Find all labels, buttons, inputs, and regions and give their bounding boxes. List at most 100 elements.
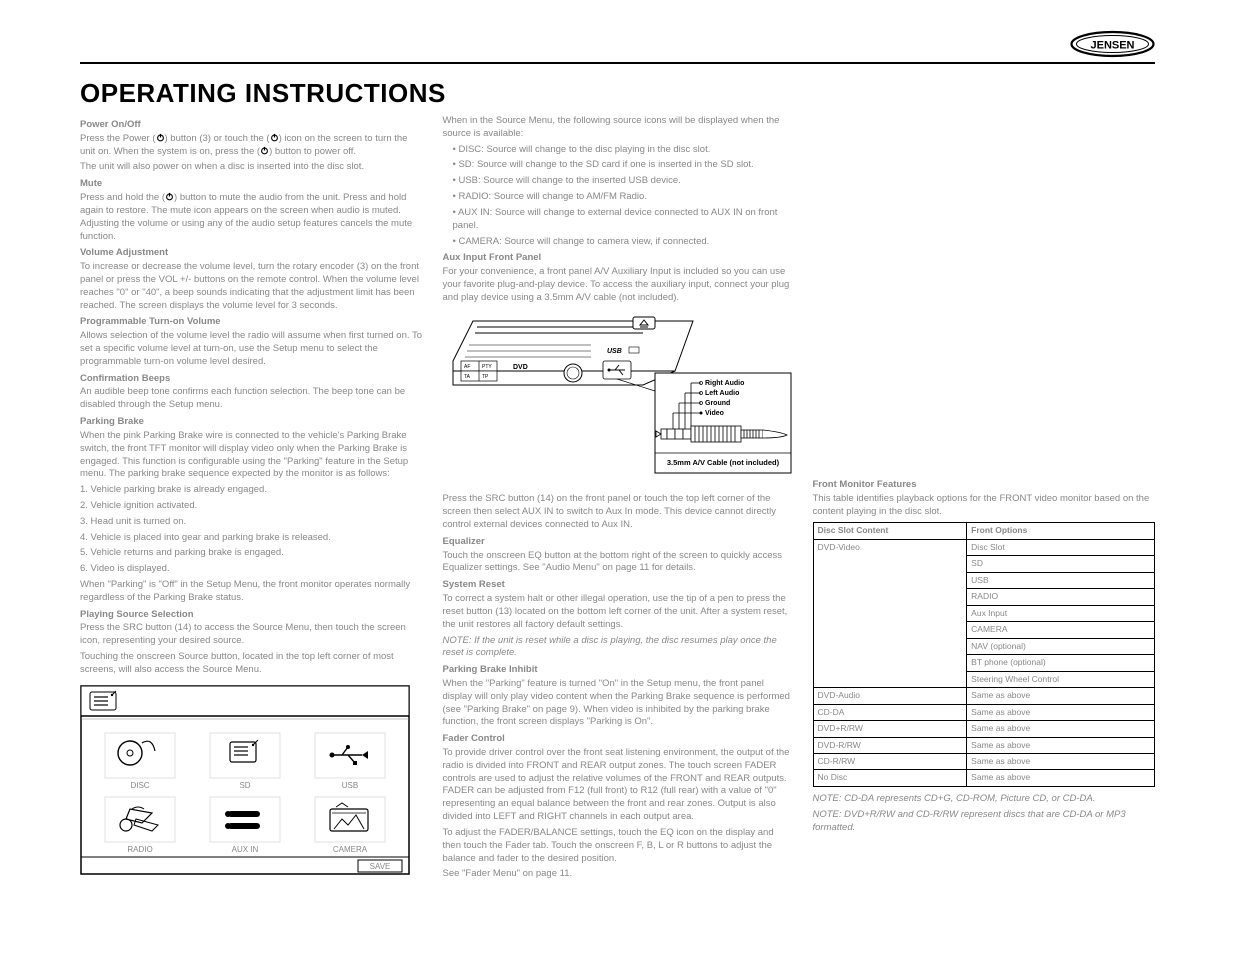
svg-text:CAMERA: CAMERA bbox=[333, 845, 368, 854]
text-front-monitor: This table identifies playback options f… bbox=[813, 493, 1156, 519]
power-icon bbox=[270, 133, 279, 142]
svg-text:Left Audio: Left Audio bbox=[705, 390, 739, 397]
text-parking-brake-2: When "Parking" is "Off" in the Setup Men… bbox=[80, 579, 423, 605]
cell: DVD-R/RW bbox=[813, 737, 967, 753]
cell: DVD-Audio bbox=[813, 688, 967, 704]
note-dvdrw: NOTE: DVD+R/RW and CD-R/RW represent dis… bbox=[813, 809, 1156, 835]
power-icon bbox=[260, 146, 269, 155]
svg-text:AF: AF bbox=[464, 364, 470, 370]
power-icon bbox=[156, 133, 165, 142]
pb-step-5: 5. Vehicle returns and parking brake is … bbox=[80, 547, 423, 560]
src-item-usb: • USB: Source will change to the inserte… bbox=[443, 175, 793, 188]
pb-step-6: 6. Video is displayed. bbox=[80, 563, 423, 576]
table-row: DVD-VideoDisc Slot bbox=[813, 539, 1155, 555]
src-item-disc: • DISC: Source will change to the disc p… bbox=[443, 144, 793, 157]
text-confirm-beeps: An audible beep tone confirms each funct… bbox=[80, 386, 423, 412]
svg-text:TP: TP bbox=[482, 374, 489, 380]
text-src-intro: When in the Source Menu, the following s… bbox=[443, 115, 793, 141]
brand-logo: JENSEN bbox=[1070, 30, 1155, 58]
src-item-aux: • AUX IN: Source will change to external… bbox=[443, 207, 793, 233]
source-menu-diagram: DISC SD bbox=[80, 685, 423, 880]
text-mute: Press and hold the () button to mute the… bbox=[80, 192, 423, 243]
cell: SD bbox=[967, 556, 1155, 572]
column-3: Front Monitor Features This table identi… bbox=[813, 115, 1156, 888]
note-cdda: NOTE: CD-DA represents CD+G, CD-ROM, Pic… bbox=[813, 793, 1156, 806]
table-row: CD-R/RWSame as above bbox=[813, 754, 1155, 770]
cell: Same as above bbox=[967, 721, 1155, 737]
svg-text:DISC: DISC bbox=[130, 781, 149, 790]
text-source-1: Press the SRC button (14) to access the … bbox=[80, 622, 423, 648]
cell: USB bbox=[967, 572, 1155, 588]
pb-step-1: 1. Vehicle parking brake is already enga… bbox=[80, 484, 423, 497]
text-reset: To correct a system halt or other illega… bbox=[443, 593, 793, 631]
svg-text:TA: TA bbox=[464, 374, 471, 380]
cell: CAMERA bbox=[967, 622, 1155, 638]
text-power-2: The unit will also power on when a disc … bbox=[80, 161, 423, 174]
table-header-2: Front Options bbox=[967, 523, 1155, 539]
text-eq: Touch the onscreen EQ button at the bott… bbox=[443, 550, 793, 576]
src-item-sd: • SD: Source will change to the SD card … bbox=[443, 159, 793, 172]
heading-front-monitor: Front Monitor Features bbox=[813, 479, 1156, 492]
cell: CD-R/RW bbox=[813, 754, 967, 770]
cell-dvd-video: DVD-Video bbox=[813, 539, 967, 687]
cell: RADIO bbox=[967, 589, 1155, 605]
device-diagram: DVD AF PTY TA TP USB bbox=[443, 311, 793, 486]
svg-text:DVD: DVD bbox=[513, 364, 528, 371]
cell: Same as above bbox=[967, 688, 1155, 704]
column-1: Power On/Off Press the Power () button (… bbox=[80, 115, 423, 888]
svg-text:SD: SD bbox=[239, 781, 250, 790]
heading-fader: Fader Control bbox=[443, 733, 793, 746]
pb-step-4: 4. Vehicle is placed into gear and parki… bbox=[80, 532, 423, 545]
cell: Same as above bbox=[967, 754, 1155, 770]
note-reset: NOTE: If the unit is reset while a disc … bbox=[443, 635, 793, 661]
text-fader-note: See "Fader Menu" on page 11. bbox=[443, 868, 793, 881]
cell: Aux Input bbox=[967, 605, 1155, 621]
src-item-camera: • CAMERA: Source will change to camera v… bbox=[443, 236, 793, 249]
heading-aux-input: Aux Input Front Panel bbox=[443, 252, 793, 265]
header-rule bbox=[80, 62, 1155, 64]
svg-text:Video: Video bbox=[705, 410, 724, 417]
text-parking-brake-1: When the pink Parking Brake wire is conn… bbox=[80, 430, 423, 481]
content-columns: Power On/Off Press the Power () button (… bbox=[80, 115, 1155, 888]
text-volume: To increase or decrease the volume level… bbox=[80, 261, 423, 312]
svg-text:AUX IN: AUX IN bbox=[232, 845, 259, 854]
power-icon bbox=[165, 192, 174, 201]
table-row: DVD-AudioSame as above bbox=[813, 688, 1155, 704]
cell: DVD+R/RW bbox=[813, 721, 967, 737]
pb-step-2: 2. Vehicle ignition activated. bbox=[80, 500, 423, 513]
svg-text:SAVE: SAVE bbox=[370, 862, 391, 871]
cell: CD-DA bbox=[813, 704, 967, 720]
text-source-2: Touching the onscreen Source button, loc… bbox=[80, 651, 423, 677]
cell: Same as above bbox=[967, 704, 1155, 720]
table-header-row: Disc Slot Content Front Options bbox=[813, 523, 1155, 539]
table-row: DVD-R/RWSame as above bbox=[813, 737, 1155, 753]
heading-mute: Mute bbox=[80, 178, 423, 191]
svg-text:JENSEN: JENSEN bbox=[1090, 40, 1134, 52]
cell: Disc Slot bbox=[967, 539, 1155, 555]
heading-reset: System Reset bbox=[443, 579, 793, 592]
cell: BT phone (optional) bbox=[967, 655, 1155, 671]
text-aux-2: Press the SRC button (14) on the front p… bbox=[443, 493, 793, 531]
svg-text:USB: USB bbox=[607, 348, 622, 355]
text-fader-1: To provide driver control over the front… bbox=[443, 747, 793, 824]
table-row: DVD+R/RWSame as above bbox=[813, 721, 1155, 737]
pb-step-3: 3. Head unit is turned on. bbox=[80, 516, 423, 529]
svg-text:PTY: PTY bbox=[482, 364, 492, 370]
cell: Same as above bbox=[967, 737, 1155, 753]
text-aux-1: For your convenience, a front panel A/V … bbox=[443, 266, 793, 304]
page-title: OPERATING INSTRUCTIONS bbox=[80, 78, 446, 109]
heading-power: Power On/Off bbox=[80, 119, 423, 132]
table-header-1: Disc Slot Content bbox=[813, 523, 967, 539]
heading-confirm-beeps: Confirmation Beeps bbox=[80, 373, 423, 386]
src-item-radio: • RADIO: Source will change to AM/FM Rad… bbox=[443, 191, 793, 204]
svg-text:Ground: Ground bbox=[705, 400, 730, 407]
front-options-table: Disc Slot Content Front Options DVD-Vide… bbox=[813, 522, 1156, 787]
heading-prog-volume: Programmable Turn-on Volume bbox=[80, 316, 423, 329]
svg-text:RADIO: RADIO bbox=[127, 845, 152, 854]
text-power-1: Press the Power () button (3) or touch t… bbox=[80, 133, 423, 159]
table-row: No DiscSame as above bbox=[813, 770, 1155, 786]
svg-text:Right Audio: Right Audio bbox=[705, 380, 744, 387]
text-prog-volume: Allows selection of the volume level the… bbox=[80, 330, 423, 368]
cell: Same as above bbox=[967, 770, 1155, 786]
heading-equalizer: Equalizer bbox=[443, 536, 793, 549]
